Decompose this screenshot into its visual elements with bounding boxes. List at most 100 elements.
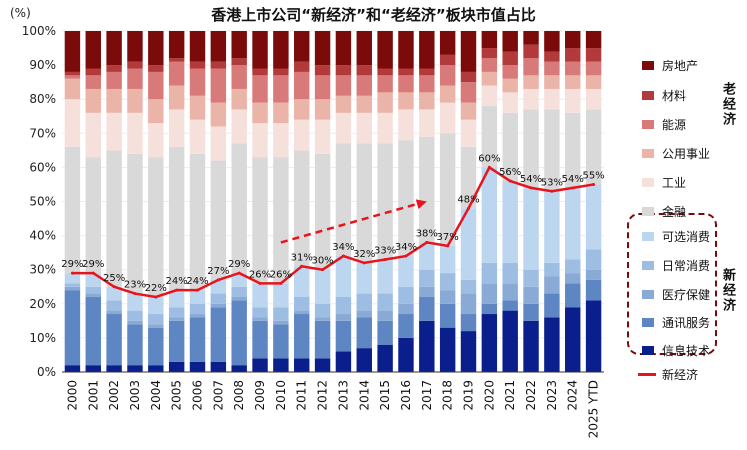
data-label: 34% xyxy=(332,242,354,253)
bar-segment xyxy=(294,31,310,62)
line-point xyxy=(216,278,220,282)
data-label: 24% xyxy=(166,276,188,287)
bar-segment xyxy=(314,99,331,120)
bar-segment xyxy=(523,286,539,304)
bar-segment xyxy=(356,65,372,76)
bar-segment xyxy=(523,320,539,372)
bar-segment xyxy=(565,273,581,284)
data-label: 24% xyxy=(186,276,208,287)
bar-segment xyxy=(565,31,581,49)
bar-segment xyxy=(377,310,393,321)
bar-segment xyxy=(294,99,310,120)
bar-segment xyxy=(106,88,122,113)
bar-segment xyxy=(127,324,143,366)
data-label: 29% xyxy=(228,259,250,270)
bar-segment xyxy=(481,303,498,315)
bar-segment xyxy=(168,61,185,86)
new-economy-line-layer: 29%29%25%23%22%24%24%27%29%26%26%31%30%3… xyxy=(61,153,605,299)
bar-segment xyxy=(210,126,227,161)
bar-segment xyxy=(148,31,164,66)
x-tick-label: 2001 xyxy=(86,380,100,411)
bar-segment xyxy=(398,314,414,338)
bar-segment xyxy=(377,259,393,294)
trend-arrow-head xyxy=(415,199,427,210)
line-point xyxy=(91,271,95,275)
bar-segment xyxy=(189,314,206,318)
bar-segment xyxy=(585,48,602,62)
legend-swatch-icon xyxy=(642,90,654,100)
bar-segment xyxy=(439,303,456,328)
bar-segment xyxy=(377,75,393,93)
bar-segment xyxy=(460,293,477,315)
bar-segment xyxy=(523,303,539,321)
y-tick-label: 50% xyxy=(29,195,56,209)
bar-segment xyxy=(127,88,143,113)
x-tick-label: 2002 xyxy=(107,380,121,411)
legend-swatch-icon xyxy=(642,148,654,158)
bar-segment xyxy=(210,361,227,372)
bar-segment xyxy=(189,303,206,315)
bar-segment xyxy=(273,102,289,124)
bar-segment xyxy=(502,31,518,52)
bar-segment xyxy=(273,31,289,69)
data-label: 26% xyxy=(249,269,271,280)
legend-item-old-2: 能源 xyxy=(642,116,686,132)
bar-segment xyxy=(565,48,581,62)
line-point xyxy=(279,281,283,285)
bar-segment xyxy=(273,320,289,325)
bar-segment xyxy=(314,31,331,66)
bar-segment xyxy=(168,307,185,318)
legend-label: 材料 xyxy=(662,88,687,103)
bar-segment xyxy=(85,31,101,69)
bar-segment xyxy=(565,112,581,188)
bar-segment xyxy=(419,68,435,76)
bar-segment xyxy=(210,102,227,127)
bar-segment xyxy=(398,140,414,257)
bar-segment xyxy=(189,119,206,154)
bar-segment xyxy=(419,242,435,270)
bars-layer xyxy=(64,31,602,372)
bar-segment xyxy=(502,112,518,182)
x-tick-label: 2008 xyxy=(232,380,246,411)
bar-segment xyxy=(439,31,456,55)
bar-segment xyxy=(252,317,268,321)
legend-item-new-1: 日常消费 xyxy=(642,257,710,273)
bar-segment xyxy=(231,58,247,66)
bar-segment xyxy=(127,61,143,69)
bar-segment xyxy=(335,143,352,257)
bar-segment xyxy=(544,31,560,52)
legend-item-old-4: 工业 xyxy=(642,174,686,190)
line-point xyxy=(592,182,596,186)
bar-segment xyxy=(64,286,81,291)
bar-segment xyxy=(544,51,560,62)
y-tick-label: 10% xyxy=(29,331,56,345)
bar-segment xyxy=(231,365,247,372)
data-label: 30% xyxy=(311,256,333,267)
bar-segment xyxy=(460,31,477,72)
bar-segment xyxy=(585,300,602,372)
bar-segment xyxy=(210,31,227,62)
bar-segment xyxy=(544,276,560,294)
line-point xyxy=(300,264,304,268)
bar-segment xyxy=(64,71,81,76)
legend-item-old-1: 材料 xyxy=(642,87,686,103)
bar-segment xyxy=(460,331,477,372)
new-economy-line xyxy=(72,165,594,299)
bar-segment xyxy=(398,303,414,315)
bar-segment xyxy=(502,181,518,263)
bar-segment xyxy=(148,365,164,372)
line-point xyxy=(362,261,366,265)
bar-segment xyxy=(231,273,247,287)
x-tick-label: 2019 xyxy=(462,380,476,411)
bar-segment xyxy=(127,31,143,62)
bar-segment xyxy=(544,88,560,110)
bar-segment xyxy=(419,109,435,137)
bar-segment xyxy=(439,273,456,291)
bar-segment xyxy=(523,88,539,110)
line-point xyxy=(175,288,179,292)
bar-segment xyxy=(252,31,268,69)
bar-segment xyxy=(544,109,560,192)
bar-segment xyxy=(210,160,227,280)
x-tick-label: 2005 xyxy=(170,380,184,411)
